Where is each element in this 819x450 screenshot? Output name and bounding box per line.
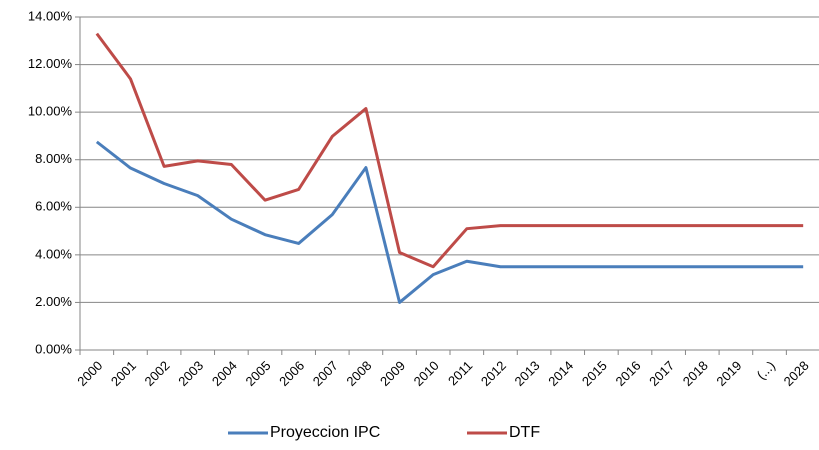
series-line [95, 32, 804, 269]
y-tick-label: 6.00% [35, 199, 72, 214]
x-tick-label: 2000 [74, 358, 105, 389]
x-tick-label: 2010 [411, 358, 442, 389]
y-tick-label: 4.00% [35, 246, 72, 261]
x-tick-label: 2006 [276, 358, 307, 389]
x-tick-label: 2001 [108, 358, 139, 389]
x-tick-label: (...) [754, 358, 778, 382]
x-tick-label: 2017 [646, 358, 677, 389]
x-tick-label: 2028 [781, 358, 812, 389]
x-tick-label: 2018 [680, 358, 711, 389]
y-tick-label: 10.00% [28, 104, 73, 119]
x-tick-label: 2015 [579, 358, 610, 389]
x-tick-label: 2005 [242, 358, 273, 389]
x-tick-label: 2011 [445, 358, 475, 388]
y-tick-label: 0.00% [35, 341, 72, 356]
x-tick-label: 2019 [713, 358, 744, 389]
y-tick-label: 14.00% [28, 8, 73, 23]
legend-label: Proyeccion IPC [270, 424, 380, 441]
x-tick-label: 2014 [545, 358, 576, 389]
x-tick-label: 2009 [377, 358, 408, 389]
x-tick-label: 2013 [512, 358, 543, 389]
y-tick-label: 2.00% [35, 294, 72, 309]
x-tick-label: 2003 [175, 358, 206, 389]
x-tick-label: 2012 [478, 358, 509, 389]
y-tick-label: 12.00% [28, 56, 73, 71]
x-tick-label: 2016 [612, 358, 643, 389]
x-tick-label: 2004 [209, 358, 240, 389]
x-tick-label: 2008 [343, 358, 374, 389]
x-tick-label: 2002 [142, 358, 173, 389]
y-tick-label: 8.00% [35, 151, 72, 166]
series-line [95, 140, 804, 304]
legend-label: DTF [509, 424, 540, 441]
x-tick-label: 2007 [310, 358, 341, 389]
